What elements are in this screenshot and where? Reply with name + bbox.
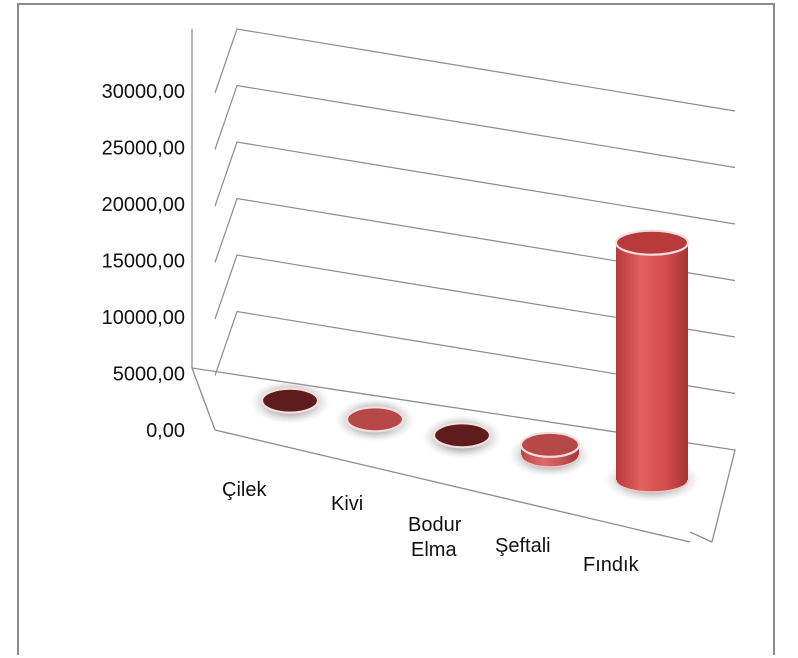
floor-front-edge	[214, 429, 691, 543]
bar-cylinder	[604, 229, 700, 502]
bar-cylinder	[509, 431, 591, 477]
y-tick-label: 20000,00	[102, 194, 185, 216]
bar-cylinder	[250, 380, 330, 424]
x-category-label: Fındık	[583, 554, 640, 576]
bar-top	[432, 422, 492, 449]
gridline	[214, 84, 736, 169]
bar-top	[260, 387, 320, 414]
gridlines	[191, 28, 736, 543]
bars	[250, 229, 700, 502]
y-tick-label: 15000,00	[102, 251, 185, 273]
x-category-label: Şeftali	[495, 535, 551, 557]
gridline	[214, 141, 736, 225]
gridline	[214, 28, 736, 112]
bar-rim	[520, 454, 580, 468]
floor-outline	[191, 367, 736, 543]
y-tick-label: 5000,00	[113, 364, 185, 386]
gridline	[214, 197, 736, 282]
y-tick-label: 0,00	[146, 420, 185, 442]
bar-top	[614, 229, 690, 256]
y-tick-label: 30000,00	[102, 81, 185, 103]
gridline	[214, 254, 736, 338]
x-axis-category-labels: Çilek Kivi Bodur Elma Şeftali Fındık	[222, 479, 640, 576]
x-category-label: Kivi	[331, 493, 363, 515]
bar-body	[616, 242, 688, 492]
bar-top	[519, 431, 581, 458]
bar-top	[345, 406, 405, 433]
bar-cylinder	[422, 415, 502, 459]
x-category-label: Bodur Elma	[408, 514, 462, 561]
gridline	[214, 310, 736, 395]
bar-cylinder	[335, 398, 415, 442]
bar-rim	[615, 479, 689, 493]
x-category-label: Çilek	[222, 479, 267, 501]
floor-corner	[689, 531, 713, 543]
y-tick-label: 10000,00	[102, 307, 185, 329]
y-axis-tick-labels: 0,00 5000,00 10000,00 15000,00 20000,00 25000…	[102, 81, 185, 442]
y-tick-label: 25000,00	[102, 138, 185, 160]
